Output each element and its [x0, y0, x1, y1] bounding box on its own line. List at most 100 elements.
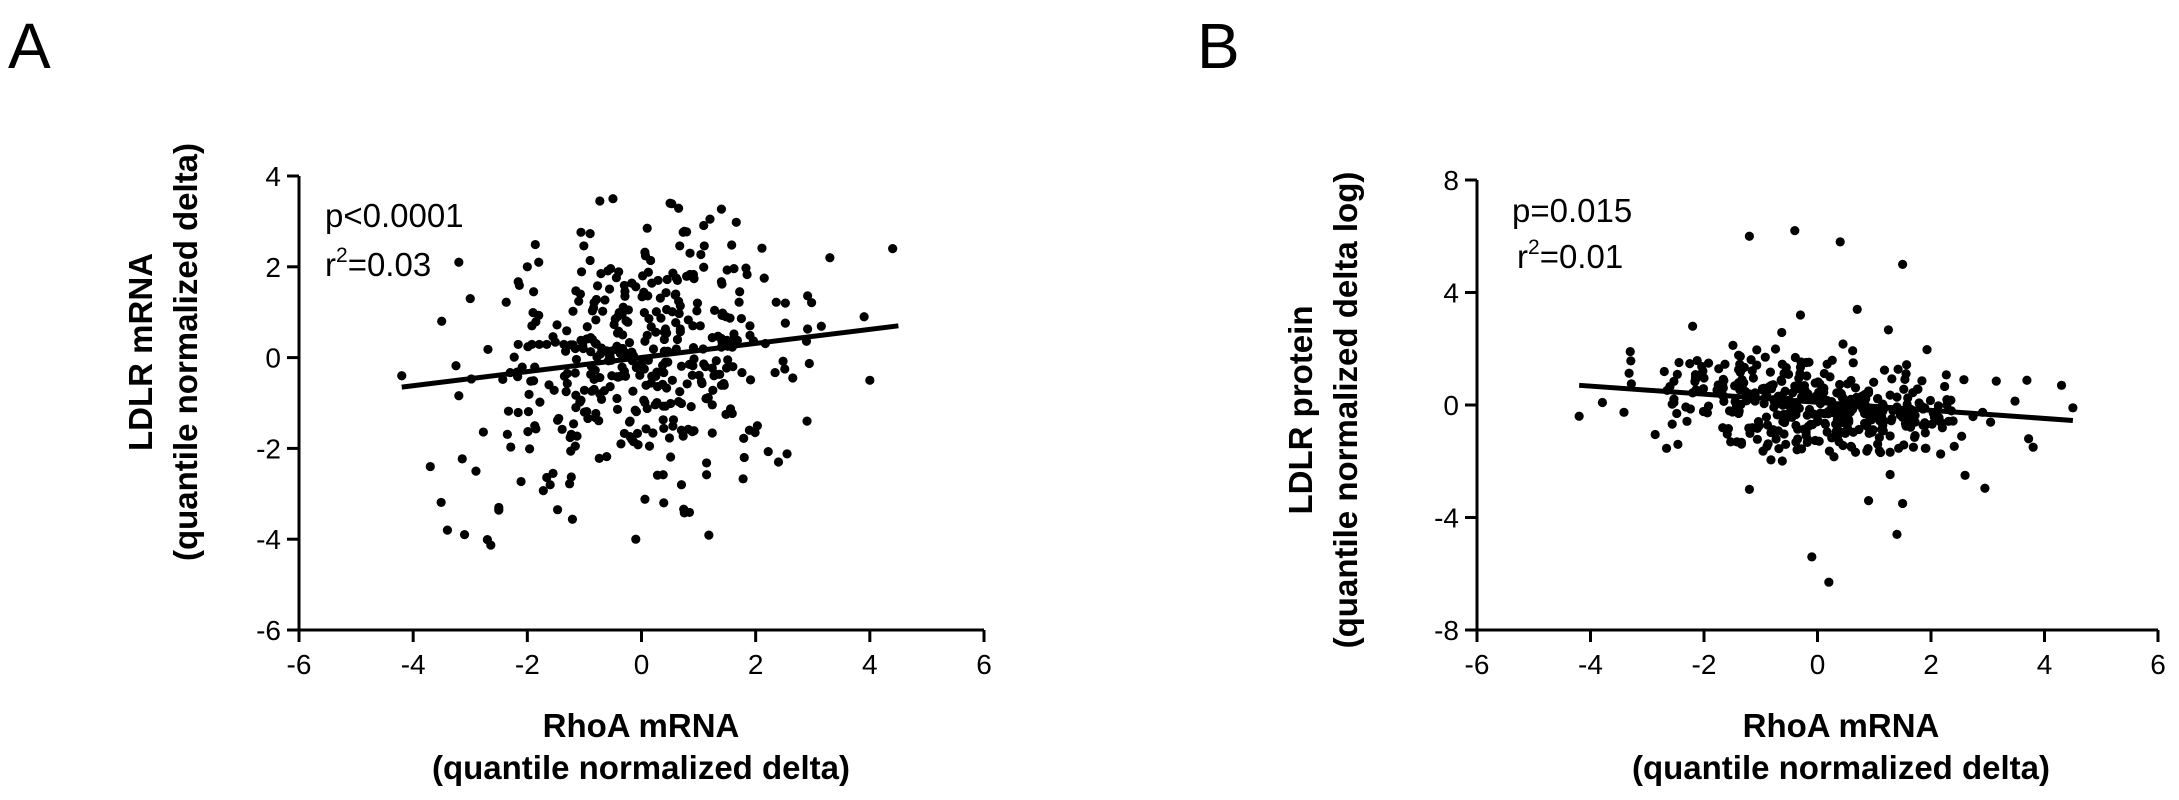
data-point: [752, 421, 762, 431]
data-point: [529, 287, 539, 297]
x-tick-label: -6: [287, 649, 312, 680]
data-point: [494, 505, 504, 515]
data-point: [513, 339, 523, 350]
data-point: [617, 362, 627, 372]
data-point: [707, 363, 717, 373]
data-point: [700, 362, 711, 372]
data-point: [1672, 408, 1682, 419]
data-point: [666, 398, 676, 409]
y-tick-label: 4: [1443, 278, 1459, 309]
data-point: [635, 370, 645, 380]
data-point: [614, 267, 624, 277]
data-point: [1799, 424, 1809, 434]
data-point: [1864, 428, 1874, 439]
data-point: [701, 458, 712, 468]
data-point: [640, 494, 650, 504]
data-point: [1949, 441, 1959, 451]
data-point: [604, 351, 615, 361]
data-point: [559, 339, 569, 350]
data-point: [731, 217, 741, 227]
data-point: [684, 359, 695, 370]
data-point: [1728, 340, 1738, 350]
data-point: [1770, 344, 1781, 354]
data-point: [1838, 440, 1848, 451]
data-point: [442, 525, 453, 535]
data-point: [1744, 484, 1754, 494]
data-point: [582, 322, 592, 332]
data-point: [666, 452, 676, 462]
data-point: [1752, 434, 1762, 444]
data-point: [1846, 441, 1856, 451]
data-point: [1822, 427, 1832, 437]
data-point: [576, 227, 586, 237]
data-point: [570, 343, 580, 354]
data-point: [1673, 439, 1683, 449]
data-point: [523, 427, 533, 437]
data-point: [1760, 352, 1770, 362]
data-point: [651, 327, 661, 337]
data-point: [437, 316, 447, 326]
data-point: [619, 428, 629, 439]
x-tick-label: 6: [976, 649, 992, 680]
data-point: [1734, 350, 1744, 360]
data-point: [1850, 383, 1861, 393]
data-point: [1759, 384, 1769, 395]
data-point: [506, 442, 516, 452]
data-point: [865, 375, 875, 385]
data-point: [1807, 552, 1817, 562]
r-squared-label: r2=0.03: [325, 244, 431, 283]
data-point: [1898, 498, 1908, 509]
data-point: [686, 402, 696, 412]
data-point: [1718, 380, 1728, 390]
data-point: [436, 497, 446, 508]
data-point: [668, 421, 678, 431]
data-point: [687, 370, 697, 380]
data-point: [665, 198, 675, 208]
data-point: [534, 257, 544, 267]
data-point: [644, 441, 655, 451]
data-point: [1734, 408, 1744, 419]
data-point: [807, 298, 817, 308]
data-point: [1771, 434, 1781, 444]
data-point: [397, 371, 407, 381]
data-point: [676, 361, 687, 371]
data-point: [530, 421, 540, 431]
data-point: [664, 433, 675, 443]
data-point: [1766, 455, 1776, 465]
data-point: [1848, 346, 1858, 356]
data-point: [1781, 439, 1791, 449]
data-point: [1719, 396, 1729, 406]
data-point: [721, 363, 732, 373]
data-point: [1669, 376, 1679, 386]
data-point: [705, 214, 715, 224]
data-point: [582, 334, 592, 344]
data-point: [780, 318, 790, 328]
x-tick-label: 4: [2037, 649, 2053, 680]
data-point: [729, 329, 739, 339]
data-point: [1819, 383, 1829, 393]
data-point: [538, 486, 548, 496]
y-tick-label: 2: [265, 252, 281, 283]
data-point: [568, 419, 579, 429]
data-point: [675, 241, 685, 251]
data-point: [1823, 409, 1833, 419]
data-point: [590, 338, 600, 348]
data-point: [1903, 393, 1913, 403]
data-point: [675, 327, 685, 337]
data-point: [652, 397, 662, 408]
data-point: [1925, 395, 1936, 406]
data-point: [594, 453, 604, 463]
data-point: [1574, 411, 1584, 421]
data-point: [716, 277, 727, 287]
data-point: [1869, 377, 1879, 387]
data-point: [1597, 397, 1608, 408]
data-point: [523, 407, 534, 417]
data-point: [1877, 424, 1887, 435]
data-point: [662, 274, 672, 285]
y-tick-label: 8: [1443, 165, 1459, 196]
data-point: [723, 355, 733, 365]
data-point: [716, 380, 727, 390]
data-point: [608, 194, 618, 204]
data-point: [687, 427, 697, 437]
scatter-chart-b: B -6 -4 -2 0 2 4 6 8 4 0 -4 -8 p=0.015 r2=0.01 RhoA…: [1197, 10, 2166, 786]
